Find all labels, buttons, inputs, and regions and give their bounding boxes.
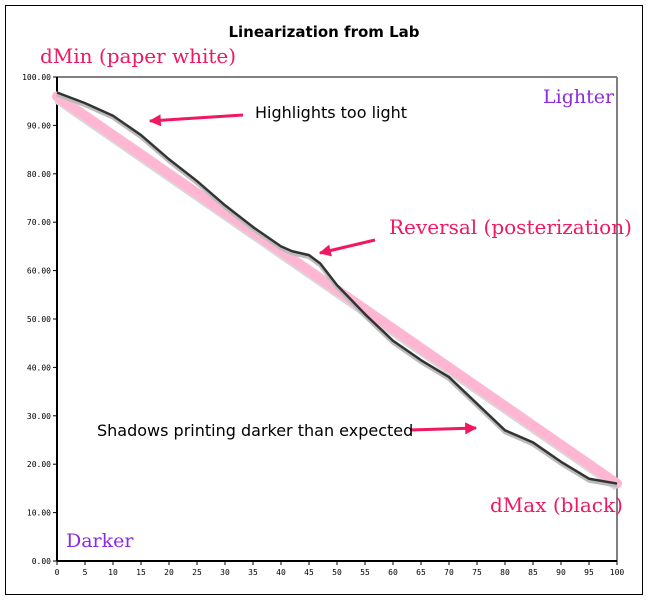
x-tick-label: 30 [220, 568, 230, 577]
arrow-reversal [318, 238, 376, 257]
y-tick-label: 10.00 [27, 509, 51, 518]
x-tick-label: 20 [164, 568, 174, 577]
y-tick-label: 40.00 [27, 363, 51, 372]
x-tick-label: 45 [304, 568, 314, 577]
annotation-highlights: Highlights too light [255, 103, 408, 122]
y-tick-label: 30.00 [27, 412, 51, 421]
annotation-reversal: Reversal (posterization) [389, 215, 632, 239]
annotation-dmax: dMax (black) [490, 493, 623, 517]
x-tick-label: 80 [500, 568, 510, 577]
x-tick-label: 35 [248, 568, 258, 577]
x-tick-label: 90 [556, 568, 566, 577]
arrow-highlights [148, 113, 244, 127]
x-tick-label: 75 [472, 568, 482, 577]
x-tick-label: 0 [55, 568, 60, 577]
x-tick-label: 5 [83, 568, 88, 577]
y-tick-label: 90.00 [27, 121, 51, 130]
annotation-darker: Darker [66, 530, 134, 552]
x-tick-label: 25 [192, 568, 202, 577]
x-tick-label: 50 [332, 568, 342, 577]
y-tick-label: 70.00 [27, 218, 51, 227]
y-tick-label: 0.00 [32, 557, 51, 566]
x-tick-label: 10 [108, 568, 118, 577]
x-tick-label: 65 [416, 568, 426, 577]
x-tick-label: 55 [360, 568, 370, 577]
x-tick-label: 70 [444, 568, 454, 577]
measured-line [56, 91, 618, 485]
y-tick-label: 20.00 [27, 460, 51, 469]
annotation-shadows: Shadows printing darker than expected [97, 421, 414, 440]
x-tick-label: 15 [136, 568, 146, 577]
x-tick-label: 60 [388, 568, 398, 577]
y-tick-label: 100.00 [22, 73, 51, 82]
y-tick-label: 60.00 [27, 267, 51, 276]
chart-frame [5, 5, 643, 595]
y-tick-label: 80.00 [27, 170, 51, 179]
x-tick-label: 100 [610, 568, 625, 577]
y-tick-label: 50.00 [27, 315, 51, 324]
arrow-shadows [409, 422, 478, 435]
annotation-dmin: dMin (paper white) [40, 44, 237, 68]
chart-title: Linearization from Lab [228, 23, 420, 41]
annotation-lighter: Lighter [543, 86, 615, 108]
x-tick-label: 85 [528, 568, 538, 577]
x-tick-label: 95 [584, 568, 594, 577]
x-tick-label: 40 [276, 568, 286, 577]
